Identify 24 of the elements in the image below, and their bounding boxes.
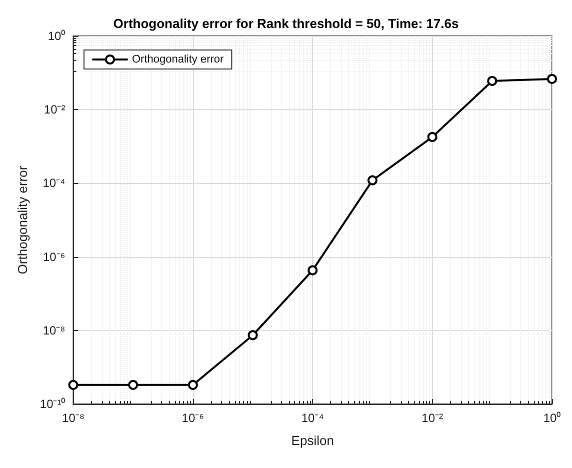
y-tick-label: 10⁻⁴ (42, 176, 66, 190)
point (547, 74, 557, 84)
x-tick-label: 10⁻⁶ (182, 411, 204, 425)
x-tick-label: 10⁻⁴ (301, 411, 324, 425)
y-tick-label: 10⁻² (44, 102, 66, 117)
point (487, 76, 498, 86)
x-tick-label: 10⁻⁸ (62, 411, 84, 425)
y-tick-label: 10⁻⁸ (42, 323, 66, 338)
point (68, 380, 78, 390)
point (128, 380, 138, 390)
y-tick-label: 10⁻¹⁰ (40, 397, 66, 411)
y-tick-label: 10⁰ (48, 29, 66, 43)
point (367, 175, 378, 186)
y-tick-label: 10⁻⁶ (42, 250, 66, 264)
point (308, 265, 318, 276)
point (427, 132, 438, 142)
point (248, 330, 258, 340)
legend-label: Orthogonality error (132, 54, 224, 66)
x-tick-label: 10⁻² (422, 411, 443, 425)
y-axis-title: Orthogonality error (15, 165, 30, 274)
x-axis-title: Epsilon (291, 433, 334, 448)
x-tick-label: 10⁰ (543, 411, 561, 425)
point (188, 380, 198, 390)
chart-title: Orthogonality error for Rank threshold = 50, Time: 17.6s (113, 16, 459, 31)
